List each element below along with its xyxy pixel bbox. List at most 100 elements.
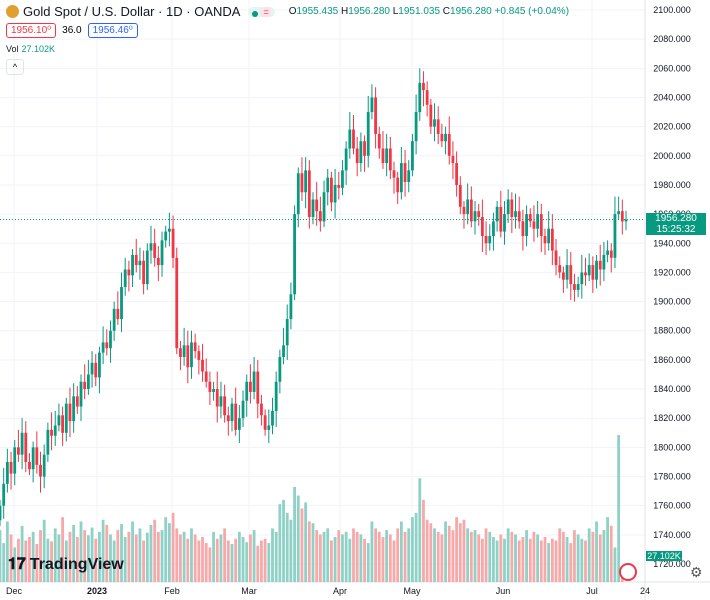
volume-bar [444, 521, 447, 582]
volume-bar [399, 521, 403, 582]
y-tick-label: 2100.000 [653, 5, 691, 15]
volume-bar [447, 525, 451, 582]
y-tick-label: 1840.000 [653, 384, 691, 394]
volume-bar [98, 531, 101, 582]
y-tick-label: 2080.000 [653, 34, 691, 44]
market-status[interactable]: = [248, 6, 275, 17]
us-flag-event-icon [619, 563, 637, 581]
candle-body [249, 381, 252, 392]
candle-body [53, 425, 57, 436]
candle-body [499, 206, 503, 232]
candle-body [46, 429, 50, 455]
candle-body [256, 371, 260, 404]
volume-bar [606, 517, 609, 582]
volume-bar [0, 530, 2, 582]
candle-body [363, 141, 366, 156]
candle-body [153, 243, 157, 258]
volume-bar [245, 542, 249, 582]
tradingview-logo[interactable]: 𝟏𝟕 TradingView [8, 556, 124, 573]
volume-bar [554, 540, 558, 582]
candle-body [9, 461, 13, 474]
volume-bar [61, 517, 64, 582]
candle-body [285, 319, 289, 346]
volume-legend: Vol 27.102K [6, 44, 56, 54]
volume-bar [304, 502, 308, 582]
candle-body [164, 231, 168, 241]
candle-body [197, 351, 201, 360]
candle-body [525, 214, 528, 236]
candle-body [455, 163, 459, 185]
settings-gear-icon[interactable]: ⚙ [690, 564, 703, 580]
candle-body [193, 342, 197, 352]
volume-bar [422, 499, 425, 582]
candle-body [167, 228, 171, 232]
y-tick-label: 1820.000 [653, 413, 691, 423]
candle-body [506, 199, 510, 215]
volume-bar [285, 512, 289, 582]
volume-bar [543, 537, 547, 582]
volume-bar [134, 534, 138, 582]
candle-body [226, 415, 230, 422]
y-tick-label: 2000.000 [653, 151, 691, 161]
candle-body [477, 211, 481, 218]
candle-body [171, 228, 175, 258]
candle-body [466, 199, 470, 215]
candle-body [186, 345, 190, 368]
candle-body [315, 199, 319, 212]
volume-bar [256, 545, 260, 582]
volume-bar [278, 504, 282, 582]
volume-bar [296, 495, 300, 582]
volume-bar [532, 531, 536, 582]
volume-bar [311, 523, 315, 582]
candle-body [458, 184, 462, 207]
candle-body [539, 214, 543, 236]
volume-bar [587, 528, 591, 582]
volume-bar [160, 530, 164, 582]
candle-body [403, 163, 407, 183]
market-open-icon [252, 10, 259, 17]
volume-bar [156, 531, 160, 582]
candle-body [31, 447, 35, 470]
candle-body [39, 464, 42, 477]
x-tick-label: Jun [496, 586, 511, 596]
candle-body [425, 90, 429, 105]
volume-bar [598, 534, 602, 582]
volume-bar [64, 540, 68, 582]
volume-bar [50, 541, 53, 582]
y-tick-label: 1760.000 [653, 501, 691, 511]
candle-body [359, 141, 363, 164]
candle-body [396, 177, 400, 193]
sell-button[interactable]: 1956.10⁰ [6, 23, 57, 38]
volume-bar [547, 543, 551, 582]
candle-body [580, 272, 584, 285]
volume-bar [503, 538, 506, 582]
candle-body [536, 214, 540, 229]
candle-body [260, 403, 263, 416]
y-tick-label: 1880.000 [653, 326, 691, 336]
volume-bar [315, 530, 319, 582]
candle-body [237, 418, 241, 430]
volume-bar [260, 540, 263, 582]
volume-bar [24, 540, 28, 582]
candle-body [156, 257, 160, 266]
candle-body [75, 396, 79, 407]
volume-bar [300, 508, 304, 582]
symbol-title[interactable]: Gold Spot / U.S. Dollar · 1D · OANDA [23, 4, 241, 19]
buy-button[interactable]: 1956.46⁰ [87, 23, 138, 38]
candle-body [274, 381, 278, 411]
volume-bar [488, 531, 492, 582]
volume-bar [436, 531, 440, 582]
volume-bar [13, 547, 17, 582]
candle-body [57, 415, 61, 426]
collapse-legend-button[interactable]: ^ [6, 59, 24, 75]
candle-body [86, 374, 90, 390]
candle-body [230, 403, 234, 422]
y-tick-label: 1940.000 [653, 238, 691, 248]
candle-body [83, 381, 87, 390]
volume-bar [145, 532, 149, 582]
candle-body [311, 199, 315, 218]
candle-body [532, 221, 536, 229]
candle-body [565, 265, 569, 280]
volume-bar [94, 538, 98, 582]
